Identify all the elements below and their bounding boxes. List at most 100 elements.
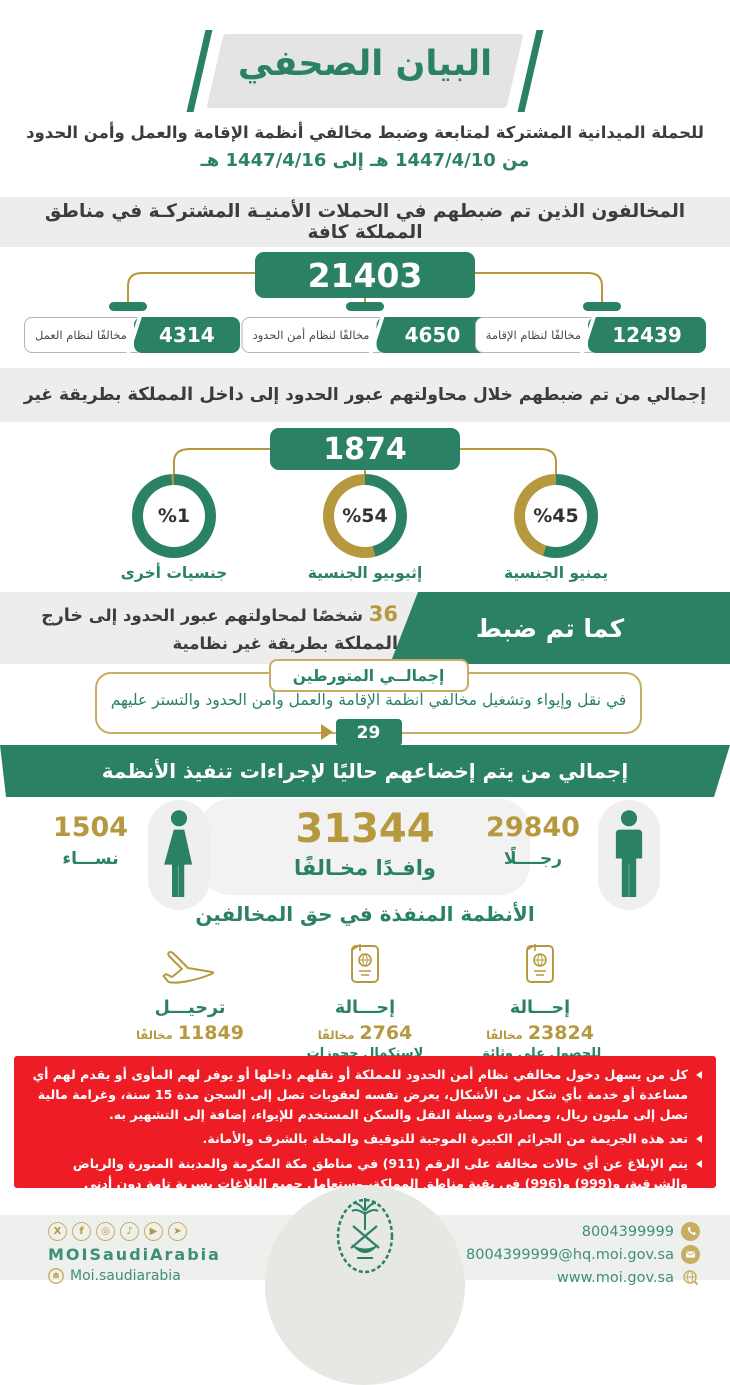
globe-icon (681, 1268, 700, 1287)
instagram-icon[interactable]: ◎ (96, 1222, 115, 1241)
email-row[interactable]: 8004399999@hq.moi.gov.sa (440, 1245, 700, 1264)
woman-icon-capsule (148, 800, 210, 910)
page-title: البيان الصحفي (237, 44, 493, 84)
enforced-unit: مخالفًا (317, 1028, 355, 1042)
subtitle: للحملة الميدانية المشتركة لمتابعة وضبط م… (26, 123, 704, 142)
plane-icon (162, 951, 215, 984)
social-handle[interactable]: MOISaudiArabia (48, 1245, 221, 1264)
icon-glyph: ◎ (101, 1226, 110, 1237)
stat-value: 12439 (588, 317, 706, 353)
enforced-value: 23824 (527, 1022, 594, 1044)
man-icon-capsule (598, 800, 660, 910)
arrow-left-icon (320, 724, 333, 740)
donut-value: %45 (533, 505, 579, 527)
inside-kingdom-banner: إجمالي من تم ضبطهم خلال محاولتهم عبور ال… (0, 368, 730, 459)
enforced-value-row: 23824 مخالفًا (465, 1022, 615, 1044)
procedures-total-label: وافـدًا مخـالفًا (294, 856, 436, 880)
icon-glyph: ➤ (173, 1226, 182, 1237)
stat-item-labor: 4314 مخالفًا لنظام العمل (24, 317, 240, 353)
passport-icon (351, 943, 379, 983)
icon-glyph: ♪ (126, 1226, 133, 1237)
warning-box: كل من يسهل دخول مخالفي نظام أمن الحدود ل… (14, 1056, 716, 1211)
website-row[interactable]: www.moi.gov.sa (440, 1268, 700, 1287)
donut-ethiopian: %54 (323, 474, 407, 558)
enforced-value: 11849 (177, 1022, 244, 1044)
connector-lines-inside (173, 448, 557, 476)
icon-glyph: ▶ (149, 1226, 158, 1237)
procedures-total-value: 31344 (295, 806, 435, 852)
donut-other: %1 (132, 474, 216, 558)
stat-label: مخالفًا لنظام العمل (24, 317, 144, 353)
youtube-icon[interactable]: ▶ (144, 1222, 163, 1241)
men-stat: 29840 رجــــلًا (478, 812, 588, 869)
snapchat-row[interactable]: Moi.saudiarabia (48, 1268, 221, 1284)
woman-icon (164, 810, 193, 897)
stat-item-residency: 12439 مخالفًا لنظام الإقامة (474, 317, 706, 353)
men-label: رجــــلًا (503, 849, 563, 869)
procedures-total-background (200, 799, 530, 895)
outside-badge: كما تم ضبط (390, 592, 730, 664)
campaign-total-banner: المخالفون الذين تم ضبطهم في الحملات الأم… (0, 197, 730, 247)
donut-label: جنسيات أخرى (120, 564, 228, 582)
enforced-unit: مخالفًا (486, 1028, 523, 1042)
email-address: 8004399999@hq.moi.gov.sa (466, 1246, 674, 1263)
email-icon (681, 1245, 700, 1264)
website-url: www.moi.gov.sa (556, 1269, 674, 1286)
women-stat: 1504 نســـاء (38, 812, 143, 869)
donut-value: %1 (157, 505, 191, 527)
outside-kingdom-banner: كما تم ضبط 36 شخصًا لمحاولتهم عبور الحدو… (0, 592, 730, 664)
enforced-value: 2764 (359, 1022, 413, 1044)
women-value: 1504 (52, 812, 129, 843)
phone-number: 8004399999 (581, 1223, 674, 1240)
warning-bullet: يتم الإبلاغ عن أي حالات مخالفة على الرقم… (26, 1154, 702, 1214)
outside-text: 36 شخصًا لمحاولتهم عبور الحدود إلى خارج … (16, 598, 398, 658)
press-release-infographic: { "colors": {"green":"#2b8166","gold":"#… (0, 0, 730, 1280)
banner-text-bold: داخل المملكة (127, 384, 244, 405)
stat-label: مخالفًا لنظام الإقامة (474, 317, 598, 353)
involved-tab: إجمالــي المتورطين (268, 659, 469, 692)
donut-label: إثيوبيو الجنسية (307, 564, 423, 582)
outside-text-bold: خارج المملكة (41, 606, 398, 654)
enforced-title: إحـــالة (334, 998, 396, 1018)
women-label: نســـاء (62, 849, 119, 869)
moi-emblem (336, 1198, 394, 1274)
enforced-title: إحـــالة (509, 998, 571, 1018)
snapchat-handle: Moi.saudiarabia (70, 1268, 181, 1284)
stat-value: 4650 (376, 317, 489, 353)
warning-bullet: تعد هذه الجريمة من الجرائم الكبيرة الموج… (26, 1129, 702, 1149)
banner-text: إجمالي من تم ضبطهم خلال محاولتهم عبور ال… (243, 385, 707, 405)
enforced-value-row: 11849 مخالفًا (115, 1022, 265, 1044)
donut-label: يمنيو الجنسية (503, 564, 609, 582)
snapchat-icon (48, 1268, 64, 1284)
men-value: 29840 (486, 812, 580, 843)
enforced-col-deportation: ترحيـــل 11849 مخالفًا (115, 944, 265, 1044)
footer-social: X f ◎ ♪ ▶ ➤ MOISaudiArabia Moi.saudiarab… (48, 1222, 221, 1284)
man-icon (615, 810, 643, 897)
involved-box: إجمالــي المتورطين في نقل وإيواء وتشغيل … (95, 659, 642, 746)
telegram-icon[interactable]: ➤ (168, 1222, 187, 1241)
phone-row[interactable]: 8004399999 (440, 1222, 700, 1241)
enforced-value-row: 2764 مخالفًا (290, 1022, 440, 1044)
donut-value: %54 (342, 505, 388, 527)
inside-total-value: 1874 (270, 428, 460, 470)
enforced-unit: مخالفًا (136, 1028, 173, 1042)
connector-lines-campaign (109, 272, 621, 311)
enforced-heading: الأنظمة المنفذة في حق المخالفين (195, 902, 535, 926)
stat-value: 4314 (133, 317, 240, 353)
date-range: من 1447/4/10 هـ إلى 1447/4/16 هـ (200, 150, 530, 171)
warning-bullet: كل من يسهل دخول مخالفي نظام أمن الحدود ل… (26, 1065, 702, 1125)
procedures-banner: إجمالي من يتم إخضاعهم حاليًا لإجراءات تن… (0, 745, 730, 797)
stat-label: مخالفًا لنظام أمن الحدود (241, 317, 387, 353)
outside-text-part: بطريقة غير نظامية (172, 633, 335, 653)
x-icon[interactable]: X (48, 1222, 67, 1241)
campaign-total-value: 21403 (255, 252, 475, 298)
facebook-icon[interactable]: f (72, 1222, 91, 1241)
involved-value: 29 (335, 719, 402, 746)
donut-yemeni: %45 (514, 474, 598, 558)
enforced-title: ترحيـــل (154, 998, 226, 1018)
tiktok-icon[interactable]: ♪ (120, 1222, 139, 1241)
footer-contacts: 8004399999 8004399999@hq.moi.gov.sa www.… (440, 1222, 700, 1287)
passport-icon (526, 943, 554, 983)
icon-glyph: X (53, 1226, 62, 1237)
involved-body: في نقل وإيواء وتشغيل مخالفي أنظمة الإقام… (110, 691, 627, 709)
